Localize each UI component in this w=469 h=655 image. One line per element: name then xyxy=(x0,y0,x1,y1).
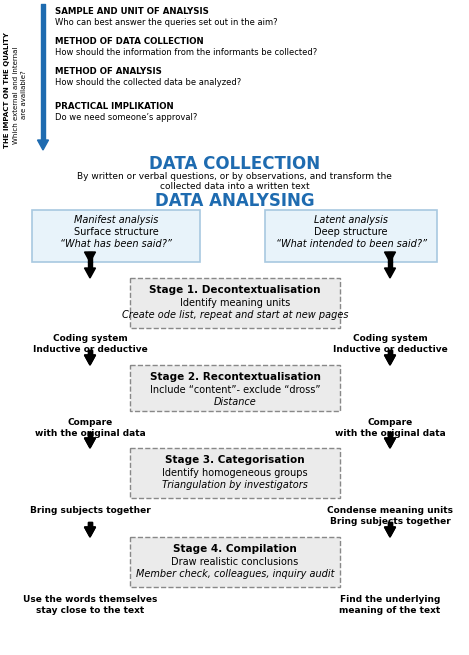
Polygon shape xyxy=(84,355,96,365)
Text: Which external and internal: Which external and internal xyxy=(13,47,19,143)
Text: “What intended to been said?”: “What intended to been said?” xyxy=(275,239,426,249)
Polygon shape xyxy=(84,252,96,262)
Text: Stage 2. Recontextualisation: Stage 2. Recontextualisation xyxy=(150,372,320,382)
Polygon shape xyxy=(84,527,96,537)
Polygon shape xyxy=(385,252,395,262)
Polygon shape xyxy=(385,527,395,537)
Bar xyxy=(130,365,340,411)
Polygon shape xyxy=(385,438,395,448)
Text: Deep structure: Deep structure xyxy=(314,227,388,237)
Polygon shape xyxy=(38,140,48,150)
Text: By written or verbal questions, or by observations, and transform the: By written or verbal questions, or by ob… xyxy=(77,172,392,181)
Text: Distance: Distance xyxy=(213,397,257,407)
Polygon shape xyxy=(385,527,395,537)
Text: “What has been said?”: “What has been said?” xyxy=(60,239,172,249)
Bar xyxy=(32,210,200,262)
Polygon shape xyxy=(385,355,395,365)
Text: Inductive or deductive: Inductive or deductive xyxy=(333,345,447,354)
Text: METHOD OF DATA COLLECTION: METHOD OF DATA COLLECTION xyxy=(55,37,204,46)
Text: Bring subjects together: Bring subjects together xyxy=(30,506,151,515)
Text: THE IMPACT ON THE QUALITY: THE IMPACT ON THE QUALITY xyxy=(4,32,10,148)
Text: Latent analysis: Latent analysis xyxy=(314,215,388,225)
Polygon shape xyxy=(84,438,96,448)
Text: PRACTICAL IMPLIKATION: PRACTICAL IMPLIKATION xyxy=(55,102,174,111)
Text: Triangulation by investigators: Triangulation by investigators xyxy=(162,480,308,490)
Text: SAMPLE AND UNIT OF ANALYSIS: SAMPLE AND UNIT OF ANALYSIS xyxy=(55,7,209,16)
Text: with the original data: with the original data xyxy=(334,429,446,438)
Text: Identify homogeneous groups: Identify homogeneous groups xyxy=(162,468,308,478)
Text: Identify meaning units: Identify meaning units xyxy=(180,298,290,308)
Text: collected data into a written text: collected data into a written text xyxy=(159,182,310,191)
Text: Create ode list, repeat and start at new pages: Create ode list, repeat and start at new… xyxy=(122,310,348,320)
Text: Who can best answer the queries set out in the aim?: Who can best answer the queries set out … xyxy=(55,18,278,27)
Text: DATA ANALYSING: DATA ANALYSING xyxy=(155,192,314,210)
Text: How should the collected data be analyzed?: How should the collected data be analyze… xyxy=(55,78,241,87)
Text: Coding system: Coding system xyxy=(53,334,128,343)
Text: Stage 1. Decontextualisation: Stage 1. Decontextualisation xyxy=(149,285,321,295)
Text: Inductive or deductive: Inductive or deductive xyxy=(33,345,147,354)
Polygon shape xyxy=(385,355,395,365)
Text: Bring subjects together: Bring subjects together xyxy=(330,517,450,526)
Text: Surface structure: Surface structure xyxy=(74,227,159,237)
Text: Use the words themselves: Use the words themselves xyxy=(23,595,157,604)
Text: Draw realistic conclusions: Draw realistic conclusions xyxy=(171,557,299,567)
Bar xyxy=(130,448,340,498)
Polygon shape xyxy=(84,355,96,365)
Text: Coding system: Coding system xyxy=(353,334,427,343)
Text: Compare: Compare xyxy=(68,418,113,427)
Polygon shape xyxy=(84,268,96,278)
Text: Find the underlying: Find the underlying xyxy=(340,595,440,604)
Text: meaning of the text: meaning of the text xyxy=(340,606,440,615)
Polygon shape xyxy=(385,438,395,448)
Text: How should the information from the informants be collected?: How should the information from the info… xyxy=(55,48,317,57)
Text: DATA COLLECTION: DATA COLLECTION xyxy=(149,155,320,173)
Polygon shape xyxy=(84,527,96,537)
Polygon shape xyxy=(84,438,96,448)
Text: with the original data: with the original data xyxy=(35,429,145,438)
Text: Member check, colleagues, inquiry audit: Member check, colleagues, inquiry audit xyxy=(136,569,334,579)
Polygon shape xyxy=(385,268,395,278)
Text: METHOD OF ANALYSIS: METHOD OF ANALYSIS xyxy=(55,67,162,76)
Text: Do we need someone’s approval?: Do we need someone’s approval? xyxy=(55,113,197,122)
Text: Stage 4. Compilation: Stage 4. Compilation xyxy=(173,544,297,554)
Text: Manifest analysis: Manifest analysis xyxy=(74,215,158,225)
Bar xyxy=(130,278,340,328)
Text: Stage 3. Categorisation: Stage 3. Categorisation xyxy=(165,455,305,465)
Text: Condense meaning units: Condense meaning units xyxy=(327,506,453,515)
Text: stay close to the text: stay close to the text xyxy=(36,606,144,615)
Text: are available?: are available? xyxy=(21,71,27,119)
Bar xyxy=(265,210,437,262)
Bar xyxy=(130,537,340,587)
Text: Compare: Compare xyxy=(367,418,413,427)
Text: Include “content”- exclude “dross”: Include “content”- exclude “dross” xyxy=(150,385,320,395)
